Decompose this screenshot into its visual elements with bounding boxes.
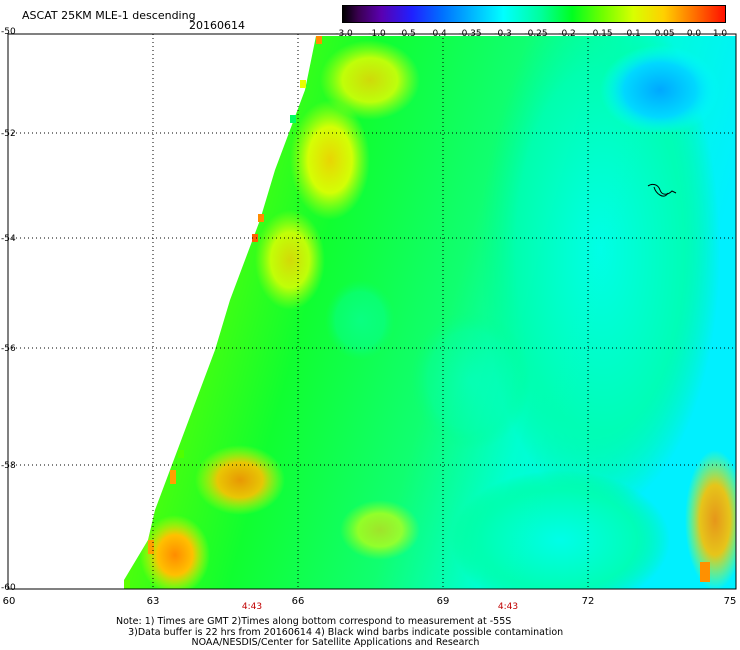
time-label: 4:43 [241, 602, 263, 612]
lat-label-52: -52 [1, 129, 16, 139]
footnote: Note: 1) Times are GMT 2)Times along bot… [116, 616, 564, 649]
wind-barb-icon [653, 186, 669, 197]
wind-barb-icon [647, 183, 677, 195]
map-date: 20160614 [189, 19, 245, 32]
lat-label-58: -58 [1, 461, 16, 471]
lat-label-54: -54 [1, 234, 16, 244]
colorbar [342, 5, 726, 23]
footnote-line-1: Note: 1) Times are GMT 2)Times along bot… [116, 616, 512, 627]
lon-label-69: 69 [436, 596, 450, 607]
swath-edge-pixels [124, 36, 710, 588]
footnote-line-2: 3)Data buffer is 22 hrs from 20160614 4)… [128, 626, 564, 638]
footnote-line-3: NOAA/NESDIS/Center for Satellite Applica… [191, 637, 480, 648]
time-label: 4:43 [497, 602, 519, 612]
lat-label-56: -56 [1, 344, 16, 354]
lon-label-63: 63 [146, 596, 160, 607]
lon-label-72: 72 [581, 596, 595, 607]
lat-label-60: -60 [1, 583, 16, 593]
grid-lines [8, 34, 736, 589]
swath-data [124, 36, 736, 589]
lon-label-66: 66 [291, 596, 305, 607]
lon-label-60: 60 [2, 596, 16, 607]
lon-label-75: 75 [723, 596, 737, 607]
lat-label-50: -50 [1, 27, 16, 37]
plot-frame [7, 33, 737, 590]
map-title: ASCAT 25KM MLE-1 descending [22, 9, 196, 22]
